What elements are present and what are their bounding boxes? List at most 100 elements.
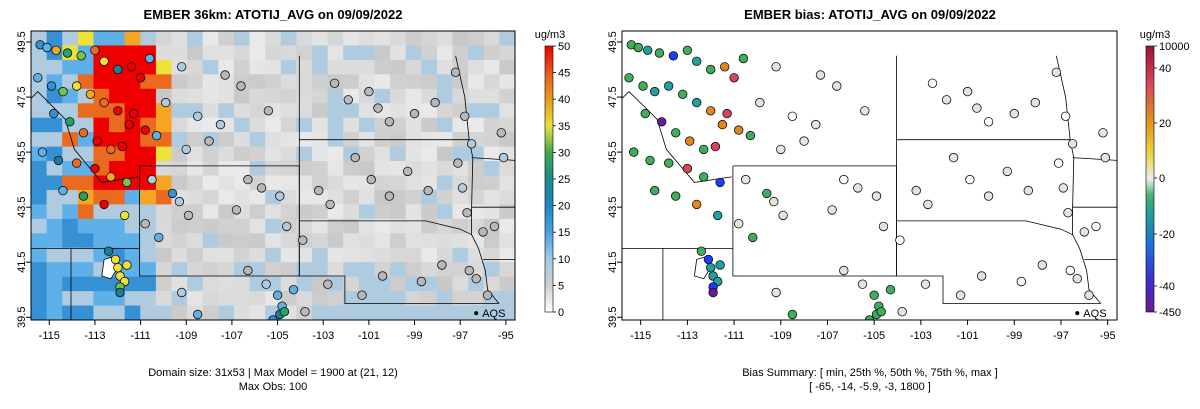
observation-point [715, 177, 725, 188]
grid-cell [46, 31, 63, 46]
observation-point [51, 45, 61, 56]
observation-point [713, 210, 723, 221]
grid-cell [499, 189, 515, 205]
grid-cell [93, 117, 110, 133]
left-plot-frame [30, 30, 516, 321]
right-title: EMBER bias: ATOTIJ_AVG on 09/09/2022 [744, 7, 996, 22]
model-grid [31, 31, 515, 320]
grid-cell [140, 276, 157, 292]
grid-cell [109, 189, 126, 205]
grid-cell [280, 59, 297, 75]
grid-cell [343, 262, 360, 278]
grid-cell [93, 233, 110, 249]
grid-cell [390, 276, 407, 292]
grid-cell [436, 31, 454, 46]
grid-cell [296, 189, 313, 205]
grid-cell [343, 74, 360, 90]
observation-point [272, 290, 283, 300]
grid-cell [249, 233, 266, 249]
observation-point [1067, 139, 1078, 149]
grid-cell [218, 161, 235, 176]
grid-cell [483, 247, 500, 263]
grid-cell [390, 146, 407, 162]
grid-cell [233, 45, 251, 61]
grid-cell [312, 117, 329, 133]
colorbar-tick-label: 20 [1159, 118, 1171, 130]
observation-point [99, 199, 109, 210]
grid-cell [46, 189, 63, 205]
state-border [299, 275, 499, 304]
grid-cell [31, 305, 48, 320]
grid-cell [296, 276, 313, 292]
grid-cell [46, 305, 63, 320]
grid-cell [296, 117, 313, 133]
grid-cell [77, 262, 94, 278]
observation-point [878, 221, 889, 232]
grid-cell [77, 59, 94, 75]
observation-point [1079, 227, 1090, 237]
observation-point [181, 144, 191, 155]
grid-cell [468, 117, 485, 133]
observation-point [827, 205, 837, 215]
observation-point [53, 155, 64, 166]
grid-cell [249, 117, 266, 133]
grid-cell [202, 233, 219, 249]
grid-cell [202, 175, 219, 191]
grid-cell [436, 161, 454, 176]
observation-point [1072, 274, 1083, 284]
right-caption-line1: Bias Summary: [ min, 25th %, 50th %, 75t… [742, 367, 998, 379]
grid-cell [249, 291, 266, 307]
grid-cell [280, 291, 297, 307]
grid-cell [436, 175, 454, 191]
grid-cell [249, 247, 266, 263]
x-tick-label: -99 [407, 330, 423, 342]
observation-point [706, 263, 716, 273]
grid-cell [499, 45, 515, 61]
grid-cell [327, 88, 344, 104]
grid-cell [155, 74, 173, 90]
grid-cell [358, 189, 375, 205]
observation-point [965, 174, 975, 185]
observation-point [298, 235, 308, 245]
grid-cell [468, 103, 485, 119]
grid-cell [374, 262, 391, 278]
observation-point [650, 86, 660, 97]
grid-cell [483, 276, 500, 292]
observation-point [771, 62, 781, 72]
bias-points [624, 40, 1111, 320]
grid-cell [483, 189, 500, 205]
observation-point [450, 67, 461, 78]
y-tick-label: 43.5 [16, 196, 28, 217]
grid-cell [327, 175, 344, 191]
grid-cell [312, 175, 329, 191]
observation-point [215, 119, 226, 130]
aqs-marker: AQS [1075, 308, 1107, 320]
grid-cell [77, 146, 94, 162]
grid-cell [233, 88, 251, 104]
grid-cell [374, 204, 391, 220]
grid-cell [421, 233, 438, 249]
grid-cell [155, 276, 173, 292]
y-tick-label: 49.5 [16, 31, 28, 52]
grid-cell [155, 218, 173, 234]
grid-cell [218, 88, 235, 104]
grid-cell [436, 218, 454, 234]
grid-cell [421, 31, 438, 46]
grid-cell [93, 276, 110, 292]
observation-point [1053, 158, 1064, 168]
grid-cell [327, 103, 344, 119]
grid-cell [296, 74, 313, 90]
grid-cell [218, 189, 235, 205]
grid-cell [187, 291, 204, 307]
grid-cell [390, 233, 407, 249]
grid-cell [31, 204, 48, 220]
grid-cell [187, 74, 204, 90]
grid-cell [62, 175, 79, 191]
grid-cell [93, 74, 110, 90]
right-unit-label: ug/m3 [1140, 29, 1171, 41]
grid-cell [280, 132, 297, 148]
svg-text:AQS: AQS [482, 308, 505, 320]
observation-point [715, 260, 725, 270]
observation-point [288, 285, 299, 295]
grid-cell [327, 305, 344, 320]
